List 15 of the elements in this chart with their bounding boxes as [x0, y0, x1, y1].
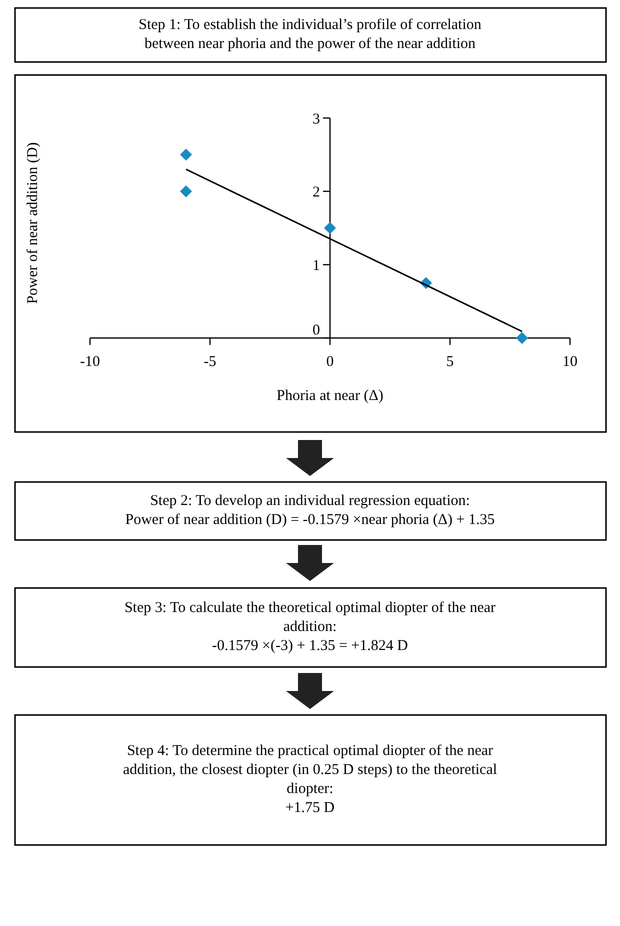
x-axis-title: Phoria at near (Δ) — [276, 388, 384, 404]
text: Step 1: To establish the individual’s profile of correlation between near phoria and the power of the near addition — [138, 16, 482, 52]
text: Step 2: To develop an individual regression equation: Power of near addition (D) = -0.1579 ×near phoria (Δ) + 1.35 — [125, 492, 495, 528]
text: Step 3: To calculate the theoretical optimal diopter of the near addition: -0.1579 ×(-3) + 1.35 = +1.824 D — [124, 600, 496, 654]
x-tick-label: 0 — [326, 354, 334, 370]
x-tick-label: 10 — [562, 354, 578, 370]
text: Step 4: To determine the practical optimal diopter of the near addition, the closest diopter (in 0.25 D steps) to the theoretical diopter: +1.75 D — [122, 742, 498, 816]
y-tick-label: 1 — [312, 258, 320, 274]
y-axis-title: Power of near addition (D) — [25, 142, 41, 304]
y-tick-label: 0 — [312, 322, 320, 338]
x-tick-label: -10 — [80, 354, 100, 370]
x-tick-label: 5 — [446, 354, 454, 370]
x-tick-label: -5 — [204, 354, 216, 370]
y-tick-label: 2 — [312, 184, 320, 201]
y-tick-label: 3 — [312, 111, 320, 128]
